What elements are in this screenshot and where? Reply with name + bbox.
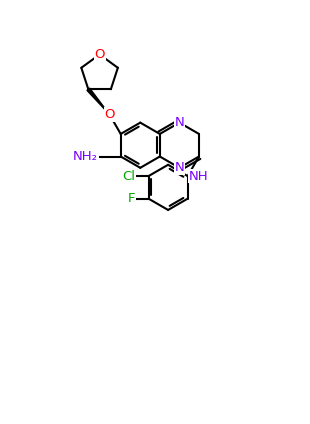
Text: Cl: Cl [122,170,135,183]
Polygon shape [87,88,109,114]
Text: F: F [127,192,135,205]
Text: N: N [175,116,184,129]
Text: NH: NH [189,170,208,183]
Text: O: O [104,108,115,121]
Text: N: N [175,161,184,174]
Text: NH₂: NH₂ [73,150,98,163]
Text: O: O [94,48,105,61]
